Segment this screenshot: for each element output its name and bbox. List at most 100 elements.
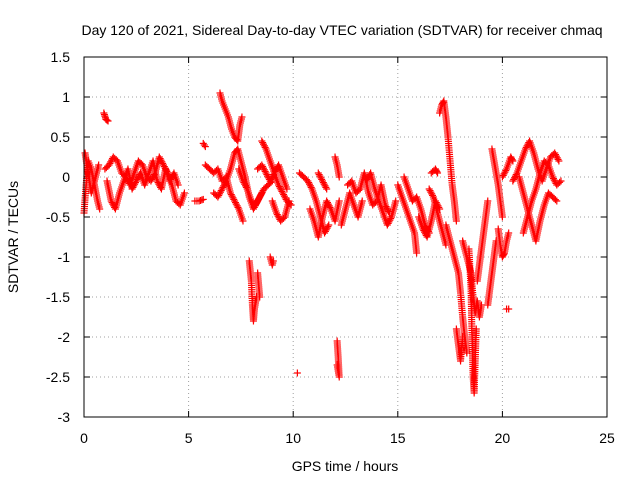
data-point [510, 175, 518, 183]
data-point [199, 195, 207, 203]
data-point [385, 218, 393, 226]
data-point [511, 172, 519, 180]
data-point [275, 183, 283, 191]
data-point [276, 184, 284, 192]
data-point [227, 191, 235, 199]
data-point [324, 223, 332, 231]
data-point [107, 158, 115, 166]
data-point [283, 185, 291, 193]
data-point [105, 161, 113, 169]
data-point [509, 157, 517, 165]
data-point [428, 190, 436, 198]
data-point [252, 199, 260, 207]
data-point [278, 187, 286, 195]
data-point [254, 196, 262, 204]
x-axis-ticks: 0 5 10 15 20 25 [80, 57, 615, 446]
data-point [358, 197, 366, 205]
data-point [252, 201, 260, 209]
data-point [155, 153, 163, 161]
data-point [270, 171, 278, 179]
data-point [221, 180, 229, 188]
data-point [234, 203, 242, 211]
data-point [427, 188, 435, 196]
data-point [484, 197, 492, 205]
data-point [551, 149, 559, 157]
data-point [383, 221, 391, 229]
data-point [240, 179, 248, 187]
chart-title: Day 120 of 2021, Sidereal Day-to-day VTE… [81, 22, 602, 38]
y-tick-label: 1.5 [51, 49, 71, 65]
data-point [259, 164, 267, 172]
data-point [318, 177, 326, 185]
data-point [498, 173, 506, 181]
data-point [552, 151, 560, 159]
data-point [553, 154, 561, 162]
data-point [232, 200, 240, 208]
data-point [306, 182, 314, 190]
data-point [321, 182, 329, 190]
data-point [239, 217, 247, 225]
data-point [269, 257, 277, 265]
data-point [335, 197, 343, 205]
data-point [320, 180, 328, 188]
data-point [221, 179, 229, 187]
data-point [131, 179, 139, 187]
data-point [316, 172, 324, 180]
data-point [325, 202, 333, 210]
data-point [215, 191, 223, 199]
data-point [498, 213, 506, 221]
y-tick-label: 0 [62, 169, 70, 185]
data-point [103, 116, 111, 124]
grid [84, 57, 607, 417]
data-point [229, 194, 237, 202]
data-point [315, 171, 323, 179]
data-point [230, 195, 238, 203]
data-point [157, 156, 165, 164]
data-point [231, 199, 239, 207]
data-point [324, 199, 332, 207]
data-point [174, 181, 182, 189]
data-point [272, 209, 280, 217]
x-tick-label: 5 [185, 430, 193, 446]
data-point [293, 369, 301, 377]
data-point [104, 117, 112, 125]
data-point [266, 177, 274, 185]
data-point [477, 301, 485, 309]
data-point [216, 188, 224, 196]
data-point [253, 198, 261, 206]
data-point [505, 229, 513, 237]
data-point [260, 166, 268, 174]
data-point [386, 216, 394, 224]
y-tick-label: 1 [62, 89, 70, 105]
data-point [259, 139, 267, 147]
data-point [306, 180, 314, 188]
data-point [318, 175, 326, 183]
data-point [239, 177, 247, 185]
data-point [280, 192, 288, 200]
data-point [521, 145, 529, 153]
data-point [304, 177, 312, 185]
data-point [383, 204, 391, 212]
data-point [425, 185, 433, 193]
data-points [80, 89, 565, 397]
data-point [255, 195, 263, 203]
data-point [258, 137, 266, 145]
data-point [323, 185, 331, 193]
data-point [159, 161, 167, 169]
y-tick-label: 0.5 [51, 129, 71, 145]
data-point [362, 177, 370, 185]
data-point [106, 159, 114, 167]
data-point [392, 197, 400, 205]
x-tick-label: 10 [285, 430, 301, 446]
data-point [166, 177, 174, 185]
data-point [267, 175, 275, 183]
data-point [261, 143, 269, 151]
data-point [500, 250, 508, 258]
data-point [228, 192, 236, 200]
data-point [242, 182, 250, 190]
data-point [307, 183, 315, 191]
data-point [96, 205, 104, 213]
data-point [279, 189, 287, 197]
data-point [273, 211, 281, 219]
data-point [217, 187, 225, 195]
